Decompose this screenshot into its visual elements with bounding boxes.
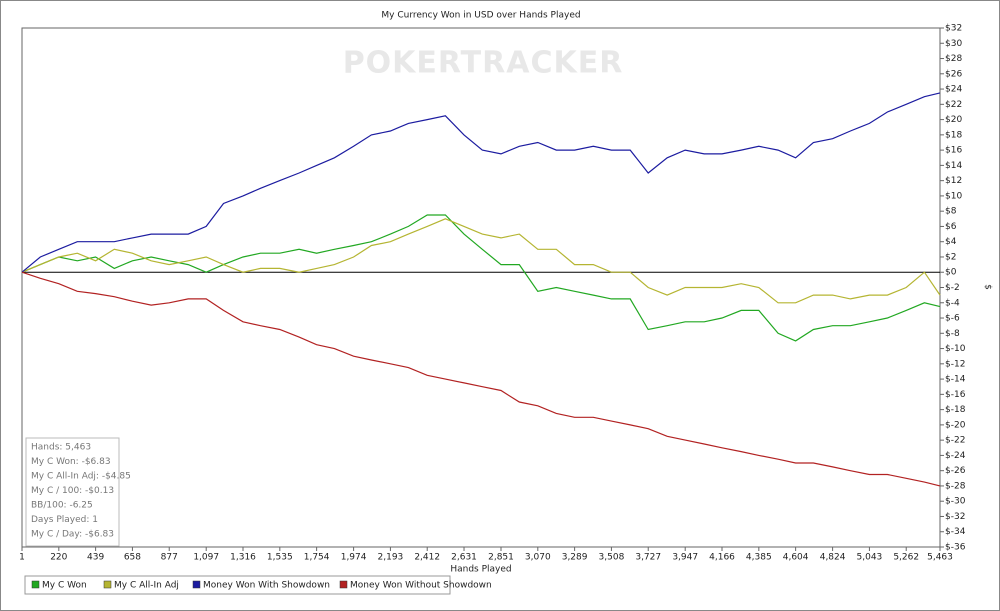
y-tick-label: $26 [945,69,962,79]
y-tick-label: $8 [945,207,957,217]
y-axis-label: $ [983,284,993,290]
y-tick-label: $-32 [945,512,965,522]
y-tick-label: $32 [945,24,962,34]
stats-line: Days Played: 1 [31,515,98,525]
y-tick-label: $28 [945,54,962,64]
series-line [21,214,941,342]
y-tick-label: $-18 [945,405,966,415]
legend-label: Money Won With Showdown [203,581,330,591]
x-tick-label: 658 [124,553,141,563]
y-tick-label: $-26 [945,466,966,476]
y-tick-label: $-24 [945,451,966,461]
y-tick-label: $0 [945,268,957,278]
y-tick-label: $24 [945,85,962,95]
x-tick-label: 5,043 [857,553,883,563]
legend-swatch [103,580,112,589]
x-tick-label: 3,289 [562,553,588,563]
x-tick-label: 2,631 [451,553,477,563]
x-tick-label: 3,508 [599,553,625,563]
x-tick-label: 4,166 [709,553,735,563]
x-tick-label: 2,412 [414,553,440,563]
chart-title: My Currency Won in USD over Hands Played [381,11,580,21]
series-line [21,92,941,273]
y-tick-label: $20 [945,115,962,125]
x-tick-label: 4,385 [746,553,772,563]
stats-line: BB/100: -6.25 [31,501,93,511]
legend-label: Money Won Without Showdown [350,581,492,591]
legend-swatch [31,580,40,589]
y-tick-label: $4 [945,237,957,247]
stats-line: My C / 100: -$0.13 [31,486,114,496]
y-tick-label: $-22 [945,436,965,446]
x-tick-label: 3,070 [525,553,551,563]
legend-label: My C Won [42,581,87,591]
y-tick-label: $-36 [945,543,966,553]
x-axis-label: Hands Played [450,565,511,575]
stats-line: My C All-In Adj: -$4.85 [31,472,131,482]
legend-swatch [192,580,201,589]
stats-line: Hands: 5,463 [31,443,91,453]
y-tick-label: $10 [945,191,962,201]
y-tick-label: $6 [945,222,957,232]
y-tick-label: $-34 [945,527,966,537]
x-tick-label: 877 [161,553,178,563]
legend-label: My C All-In Adj [114,581,179,591]
x-tick-label: 1,535 [267,553,293,563]
x-tick-label: 1,316 [230,553,256,563]
x-tick-label: 1,974 [341,553,367,563]
y-tick-label: $22 [945,100,962,110]
x-tick-label: 1 [19,553,25,563]
x-tick-label: 3,947 [672,553,698,563]
x-tick-label: 2,851 [488,553,514,563]
y-tick-label: $-20 [945,420,966,430]
y-tick-label: $16 [945,146,962,156]
y-tick-label: $-12 [945,359,965,369]
y-tick-label: $-16 [945,390,966,400]
stats-line: My C / Day: -$6.83 [31,530,114,540]
series-line [21,218,941,304]
y-tick-label: $-28 [945,481,966,491]
y-tick-label: $-4 [945,298,960,308]
x-tick-label: 2,193 [378,553,404,563]
y-tick-label: $18 [945,130,962,140]
y-tick-label: $-6 [945,314,960,324]
x-tick-label: 1,754 [304,553,330,563]
y-tick-label: $12 [945,176,962,186]
x-tick-label: 439 [87,553,104,563]
stats-line: My C Won: -$6.83 [31,457,111,467]
series-line [21,271,941,487]
x-tick-label: 1,097 [193,553,219,563]
legend-box [24,575,451,595]
y-tick-label: $-2 [945,283,960,293]
watermark: POKERTRACKER [343,46,624,81]
x-tick-label: 5,262 [893,553,919,563]
y-tick-label: $-10 [945,344,966,354]
y-tick-label: $-8 [945,329,960,339]
x-tick-label: 3,727 [635,553,661,563]
y-tick-label: $14 [945,161,962,171]
x-tick-label: 5,463 [927,553,953,563]
stats-box [25,437,120,547]
legend-swatch [339,580,348,589]
x-tick-label: 4,604 [783,553,809,563]
x-tick-label: 220 [50,553,67,563]
y-tick-label: $30 [945,39,962,49]
y-tick-label: $2 [945,252,956,262]
y-tick-label: $-30 [945,497,966,507]
y-tick-label: $-14 [945,375,966,385]
x-tick-label: 4,824 [820,553,846,563]
